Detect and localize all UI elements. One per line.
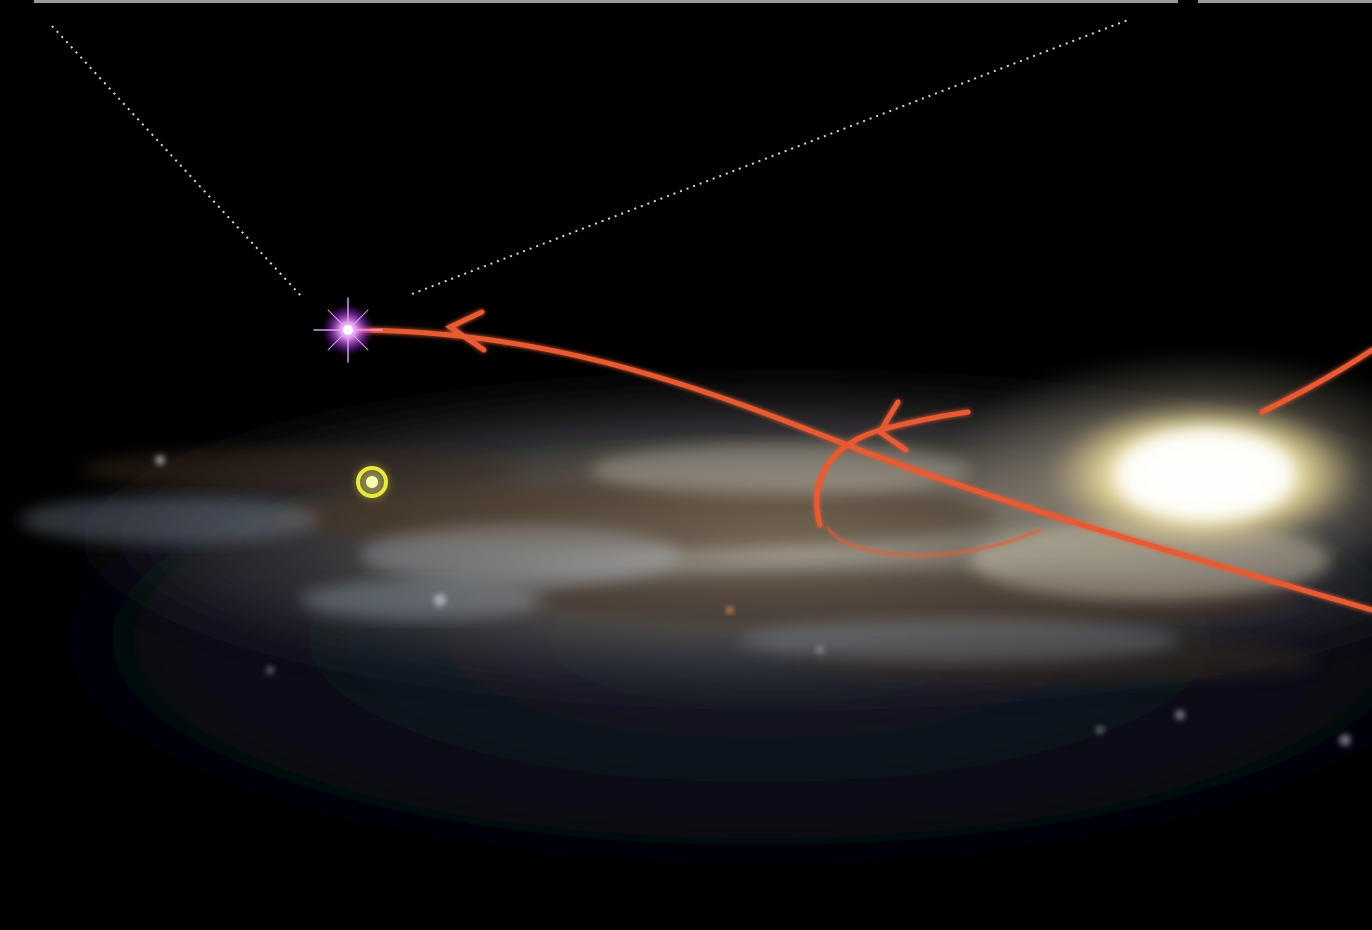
top-frame-line-right	[1198, 0, 1372, 3]
top-frame-line	[34, 0, 1178, 3]
star-trajectory	[347, 309, 1372, 613]
trajectory-back-segment	[826, 526, 1042, 557]
arrowhead-icon	[444, 309, 487, 353]
trajectory-entry-segment	[1259, 347, 1372, 415]
purple-star-icon	[313, 297, 383, 363]
yellow-ring-icon	[350, 460, 394, 504]
dotted-sightlines	[51, 19, 1129, 298]
arrowhead-icon-loop	[876, 399, 909, 453]
trajectory-main-segment	[347, 327, 1372, 613]
dotted-line-right	[411, 19, 1129, 295]
